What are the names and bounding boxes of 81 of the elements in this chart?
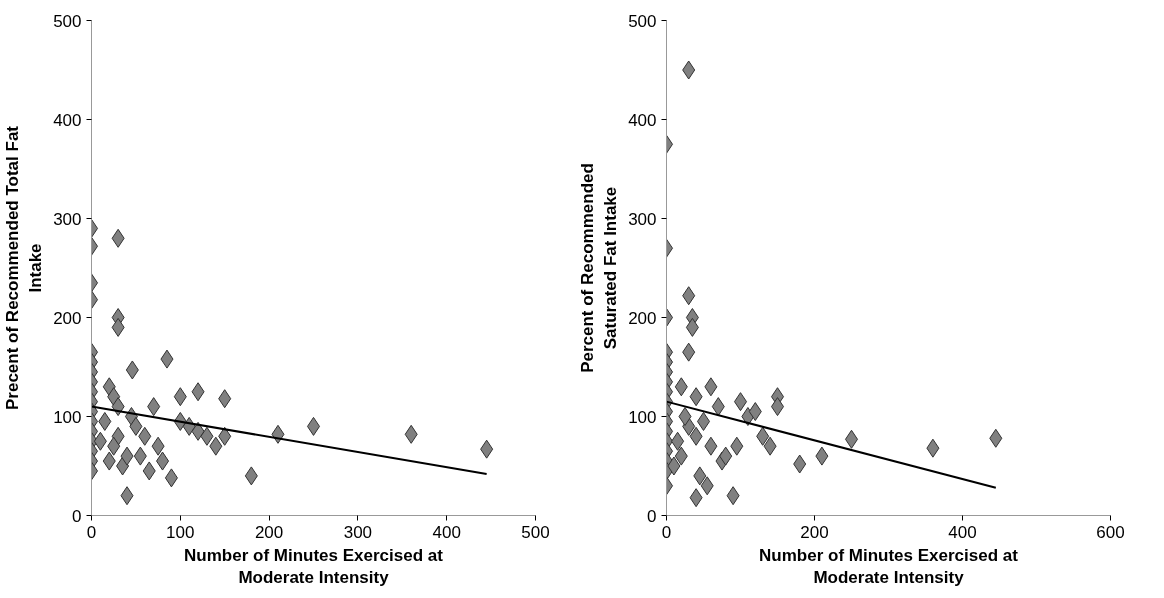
y-tick-label: 500	[53, 11, 82, 31]
point	[704, 377, 718, 397]
point	[693, 466, 707, 486]
y-tick-label: 400	[53, 110, 82, 130]
y-tick-label: 500	[628, 11, 657, 31]
point	[200, 426, 214, 446]
y-tick-label: 200	[53, 308, 82, 328]
point	[151, 436, 165, 456]
point	[111, 228, 125, 248]
x-tick-label: 600	[1096, 522, 1125, 542]
point	[120, 446, 134, 466]
point	[793, 454, 807, 474]
point	[156, 451, 170, 471]
y-tick-label: 200	[628, 308, 657, 328]
point	[704, 436, 718, 456]
y-axis-title: Percent of Recommended Saturated Fat Intake	[578, 163, 621, 373]
x-axis-title: Number of Minutes Exercised at Moderate Intensity	[759, 545, 1019, 588]
point	[218, 426, 232, 446]
point	[730, 436, 744, 456]
y-tick-label: 100	[628, 407, 657, 427]
y-tick-label: 300	[53, 209, 82, 229]
point	[209, 436, 223, 456]
x-tick-label: 0	[661, 522, 672, 542]
point	[98, 411, 112, 431]
point	[244, 466, 258, 486]
point	[191, 421, 205, 441]
point	[147, 397, 161, 417]
point	[111, 317, 125, 337]
point	[191, 382, 205, 402]
point	[102, 451, 116, 471]
y-tick-label: 0	[647, 506, 657, 526]
point	[160, 349, 174, 369]
point	[700, 476, 714, 496]
point	[404, 424, 418, 444]
x-tick-label: 200	[254, 522, 284, 542]
point	[682, 60, 696, 80]
point	[756, 426, 770, 446]
point	[142, 461, 156, 481]
point	[674, 377, 688, 397]
point	[218, 389, 232, 409]
x-tick-label: 100	[166, 522, 195, 542]
x-tick-label: 400	[432, 522, 461, 542]
point	[129, 416, 143, 436]
point	[120, 486, 134, 506]
x-tick-label: 300	[343, 522, 373, 542]
point	[989, 428, 1003, 448]
point	[689, 488, 703, 508]
point	[678, 407, 692, 426]
point	[480, 439, 494, 459]
point	[926, 438, 940, 458]
point	[125, 360, 139, 380]
y-axis-title: Precent of Recommended Total Fat Intake	[3, 125, 46, 411]
point	[674, 446, 688, 466]
point	[173, 387, 187, 407]
point	[815, 446, 829, 466]
point	[667, 456, 681, 476]
y-tick-label: 0	[72, 506, 82, 526]
point	[93, 431, 107, 451]
x-axis-title: Number of Minutes Exercised at Moderate Intensity	[184, 545, 444, 588]
x-tick-label: 0	[86, 522, 97, 542]
point	[133, 446, 147, 466]
y-tick-label: 100	[53, 407, 82, 427]
point	[748, 402, 762, 422]
y-tick-label: 400	[628, 110, 657, 130]
point	[682, 342, 696, 362]
point	[682, 286, 696, 306]
point	[726, 486, 740, 506]
x-tick-label: 500	[521, 522, 550, 542]
point	[671, 431, 685, 451]
point	[138, 426, 152, 446]
point	[107, 436, 121, 456]
point	[763, 436, 777, 456]
point	[689, 426, 703, 446]
point	[689, 387, 703, 407]
point	[719, 446, 733, 466]
point	[685, 317, 699, 337]
x-tick-label: 400	[948, 522, 977, 542]
point	[711, 397, 725, 417]
y-tick-label: 300	[628, 209, 657, 229]
point	[164, 468, 178, 488]
x-tick-label: 200	[800, 522, 829, 542]
